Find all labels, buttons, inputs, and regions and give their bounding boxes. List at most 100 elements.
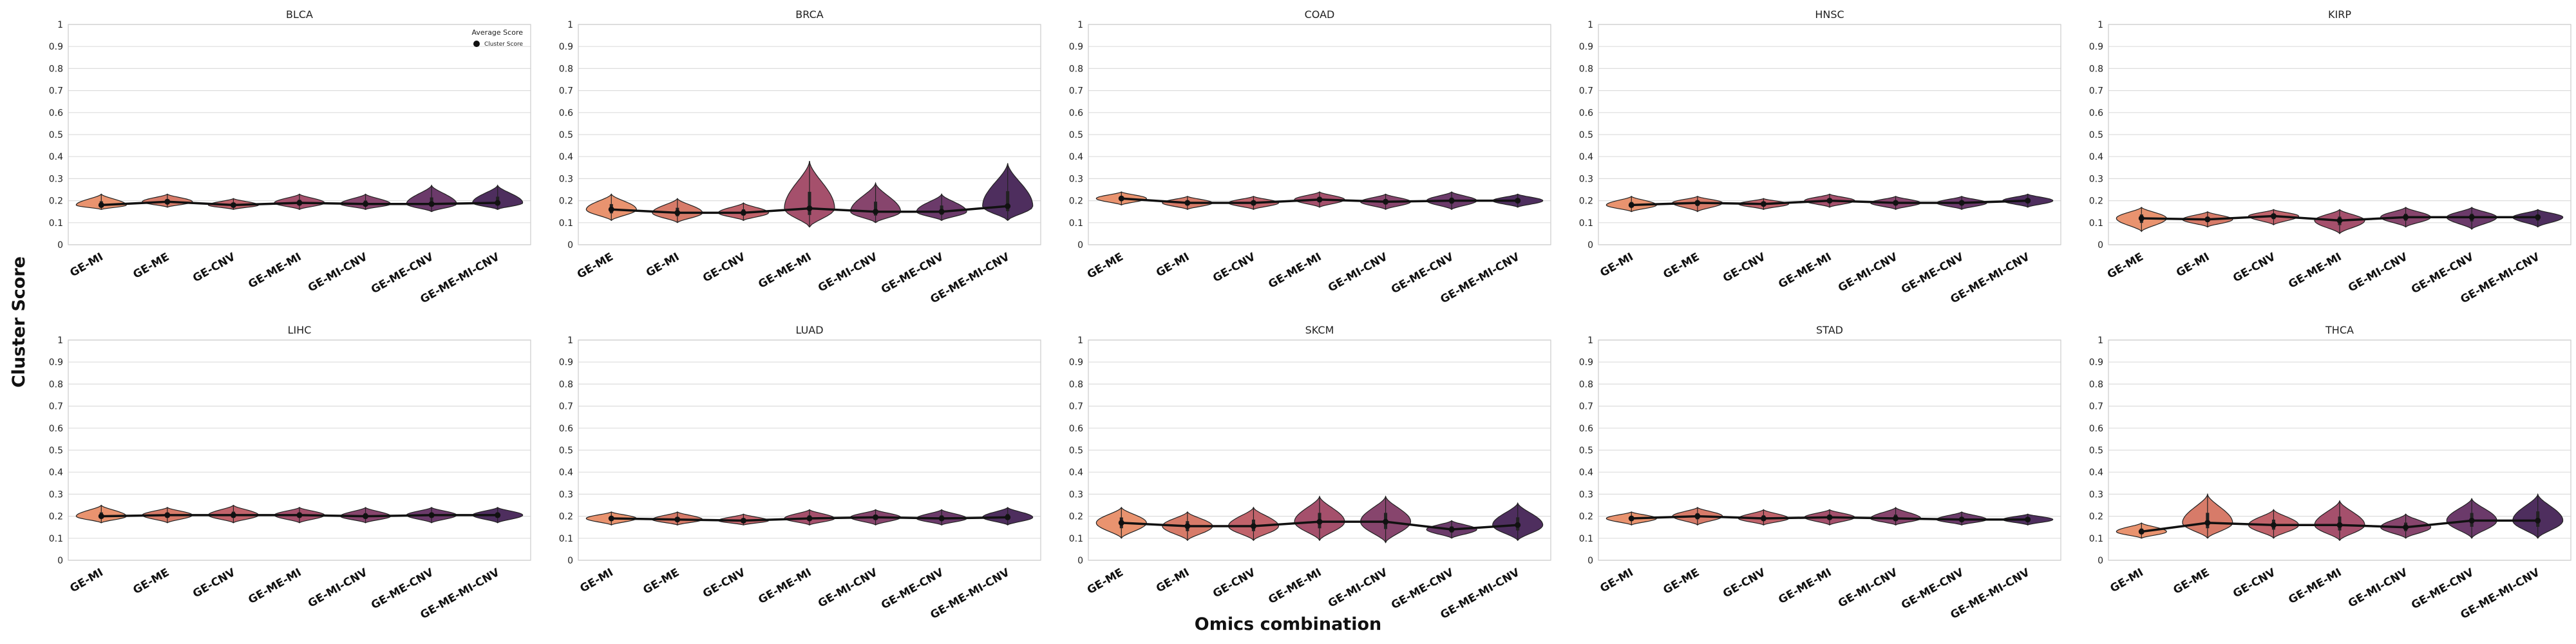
x-tick-label: GE-ME-MI — [1266, 251, 1323, 291]
x-tick-label: GE-ME-MI — [2286, 566, 2344, 607]
panel-luad: 0 0.1 0.2 0.3 0.4 0.5 0.6 0.7 0.8 0.9 1 LUAD GE-MI GE… — [559, 324, 1041, 622]
average-score-point — [1760, 515, 1766, 522]
average-score-point — [1250, 200, 1256, 206]
legend: Average Score Cluster Score — [472, 28, 524, 48]
y-tick-label: 0.9 — [559, 357, 573, 368]
y-tick-label: 0.9 — [49, 42, 63, 52]
average-score-point — [2138, 529, 2145, 535]
x-tick-label: GE-ME-CNV — [879, 251, 946, 297]
average-score-point — [873, 514, 879, 520]
x-tick-label: GE-MI-CNV — [306, 566, 370, 611]
average-score-point — [2270, 522, 2277, 528]
panel-kirp: 0 0.1 0.2 0.3 0.4 0.5 0.6 0.7 0.8 0.9 1 KIRP GE-ME GE… — [2089, 8, 2571, 307]
y-tick-label: 0.6 — [559, 108, 573, 118]
y-tick-label: 0.1 — [1579, 534, 1593, 544]
x-tick-label: GE-MI — [2174, 251, 2211, 279]
panel-lihc: 0 0.1 0.2 0.3 0.4 0.5 0.6 0.7 0.8 0.9 1 LIHC GE-MI GE… — [49, 324, 531, 622]
panel-title: LUAD — [795, 324, 823, 336]
y-tick-label: 1 — [1077, 336, 1083, 346]
y-tick-label: 0.6 — [1579, 424, 1593, 434]
y-tick-label: 0.6 — [49, 108, 63, 118]
y-tick-label: 0.3 — [559, 489, 573, 500]
y-tick-label: 0.9 — [1069, 42, 1083, 52]
panel-stad: 0 0.1 0.2 0.3 0.4 0.5 0.6 0.7 0.8 0.9 1 STAD GE-MI GE… — [1579, 324, 2061, 622]
average-score-point — [363, 201, 369, 207]
x-tick-label: GE-CNV — [1211, 251, 1258, 285]
y-tick-label: 0.5 — [1069, 130, 1083, 140]
y-tick-label: 0.6 — [1069, 108, 1083, 118]
average-score-point — [608, 206, 614, 213]
average-score-point — [428, 512, 435, 518]
average-score-point — [296, 200, 303, 206]
x-tick-label: GE-MI-CNV — [2346, 566, 2410, 611]
x-tick-label: GE-CNV — [1721, 566, 1768, 601]
average-score-point — [2535, 214, 2541, 220]
average-score-point — [1893, 515, 1899, 522]
legend-title: Average Score — [472, 28, 524, 37]
average-score-point — [2270, 213, 2277, 220]
y-tick-label: 0.9 — [49, 357, 63, 368]
x-tick-label: GE-ME — [641, 566, 681, 597]
average-score-point — [98, 513, 104, 520]
plot-frame — [2108, 339, 2571, 561]
y-tick-label: 0.8 — [49, 64, 63, 74]
panel-title: THCA — [2325, 324, 2354, 336]
average-score-point — [164, 198, 171, 205]
x-tick-label: GE-CNV — [2231, 566, 2278, 601]
y-tick-label: 0.4 — [1069, 468, 1083, 478]
panel-brca: 0 0.1 0.2 0.3 0.4 0.5 0.6 0.7 0.8 0.9 1 BRCA GE-ME GE… — [559, 8, 1041, 307]
x-tick-label: GE-ME — [575, 251, 616, 281]
y-tick-label: 0.2 — [49, 512, 63, 522]
x-tick-label: GE-MI — [68, 251, 105, 279]
y-tick-label: 0.4 — [1069, 152, 1083, 162]
y-tick-label: 0.1 — [1579, 218, 1593, 229]
plot-frame — [1088, 24, 1551, 245]
y-tick-label: 1 — [1587, 20, 1593, 30]
y-tick-label: 0 — [57, 240, 63, 251]
y-tick-label: 1 — [2098, 336, 2103, 346]
y-axis-label: Cluster Score — [9, 256, 29, 388]
average-score-point — [1118, 195, 1124, 202]
y-tick-label: 0.6 — [1069, 424, 1083, 434]
plot-frame — [1598, 339, 2061, 561]
y-tick-label: 0 — [57, 556, 63, 566]
y-tick-label: 0.2 — [49, 196, 63, 207]
average-score-point — [1383, 518, 1389, 525]
y-tick-label: 0 — [2098, 556, 2103, 566]
average-score-point — [1826, 198, 1833, 204]
average-score-point — [1515, 198, 1521, 204]
x-tick-label: GE-ME — [1085, 251, 1126, 281]
x-tick-label: GE-ME-CNV — [2409, 566, 2476, 612]
y-tick-label: 0.2 — [1069, 196, 1083, 207]
average-score-point — [1316, 196, 1323, 203]
average-score-point — [873, 209, 879, 215]
panel-title: BLCA — [286, 8, 313, 21]
y-tick-label: 0.9 — [559, 42, 573, 52]
x-tick-label: GE-MI — [68, 566, 105, 595]
x-tick-label: GE-ME — [1661, 566, 1701, 597]
average-score-point — [2025, 516, 2031, 523]
y-tick-label: 0.2 — [1069, 512, 1083, 522]
x-tick-label: GE-CNV — [2231, 251, 2278, 285]
average-score-point — [2025, 198, 2031, 204]
x-tick-label: GE-ME-CNV — [369, 251, 436, 297]
x-tick-label: GE-MI — [1598, 251, 1635, 279]
average-score-point — [1893, 200, 1899, 206]
average-score-point — [98, 202, 104, 208]
panel-hnsc: 0 0.1 0.2 0.3 0.4 0.5 0.6 0.7 0.8 0.9 1 HNSC GE-MI GE… — [1579, 8, 2061, 307]
plot-frame — [1088, 339, 1551, 561]
panel-title: SKCM — [1305, 324, 1334, 336]
y-tick-label: 0.6 — [2089, 424, 2103, 434]
plot-frame — [578, 24, 1041, 245]
y-tick-label: 0.1 — [49, 218, 63, 229]
y-tick-label: 0.1 — [1069, 218, 1083, 229]
x-tick-label: GE-MI — [578, 566, 615, 595]
y-tick-label: 0.4 — [559, 152, 573, 162]
y-tick-label: 0.4 — [1579, 468, 1593, 478]
x-tick-label: GE-MI — [2108, 566, 2145, 595]
y-tick-label: 0.8 — [1579, 64, 1593, 74]
y-tick-label: 0.7 — [559, 402, 573, 412]
plot-frame — [1598, 24, 2061, 245]
y-tick-label: 0.7 — [2089, 86, 2103, 97]
y-tick-label: 0 — [1587, 556, 1593, 566]
